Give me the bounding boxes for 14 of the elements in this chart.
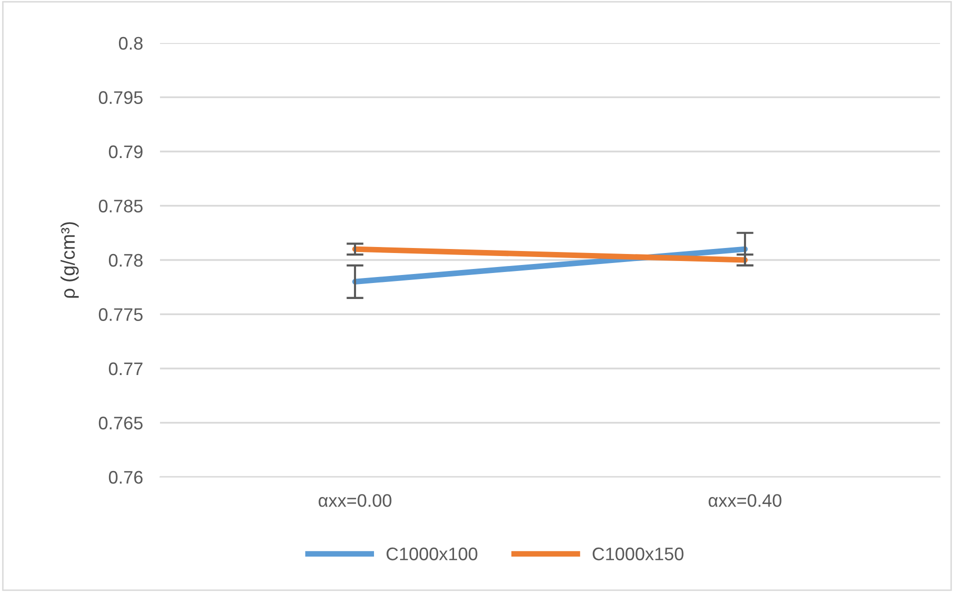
- y-tick-label: 0.775: [98, 308, 143, 321]
- y-tick-label: 0.795: [98, 91, 143, 104]
- y-axis-title: ρ (g/cm³): [60, 222, 79, 298]
- x-tick-label: αxx=0.40: [708, 494, 782, 507]
- y-tick-label: 0.785: [98, 200, 143, 212]
- y-tick-label: 0.77: [108, 362, 142, 376]
- y-tick-label: 0.765: [98, 416, 143, 430]
- y-tick-label: 0.79: [108, 145, 142, 158]
- x-tick-label: αxx=0.00: [318, 494, 392, 507]
- legend-label: C1000x100: [386, 548, 478, 560]
- y-tick-label: 0.8: [118, 36, 143, 50]
- legend-label: C1000x150: [592, 548, 684, 560]
- y-tick-label: 0.78: [108, 254, 143, 267]
- y-tick-label: 0.76: [108, 470, 143, 484]
